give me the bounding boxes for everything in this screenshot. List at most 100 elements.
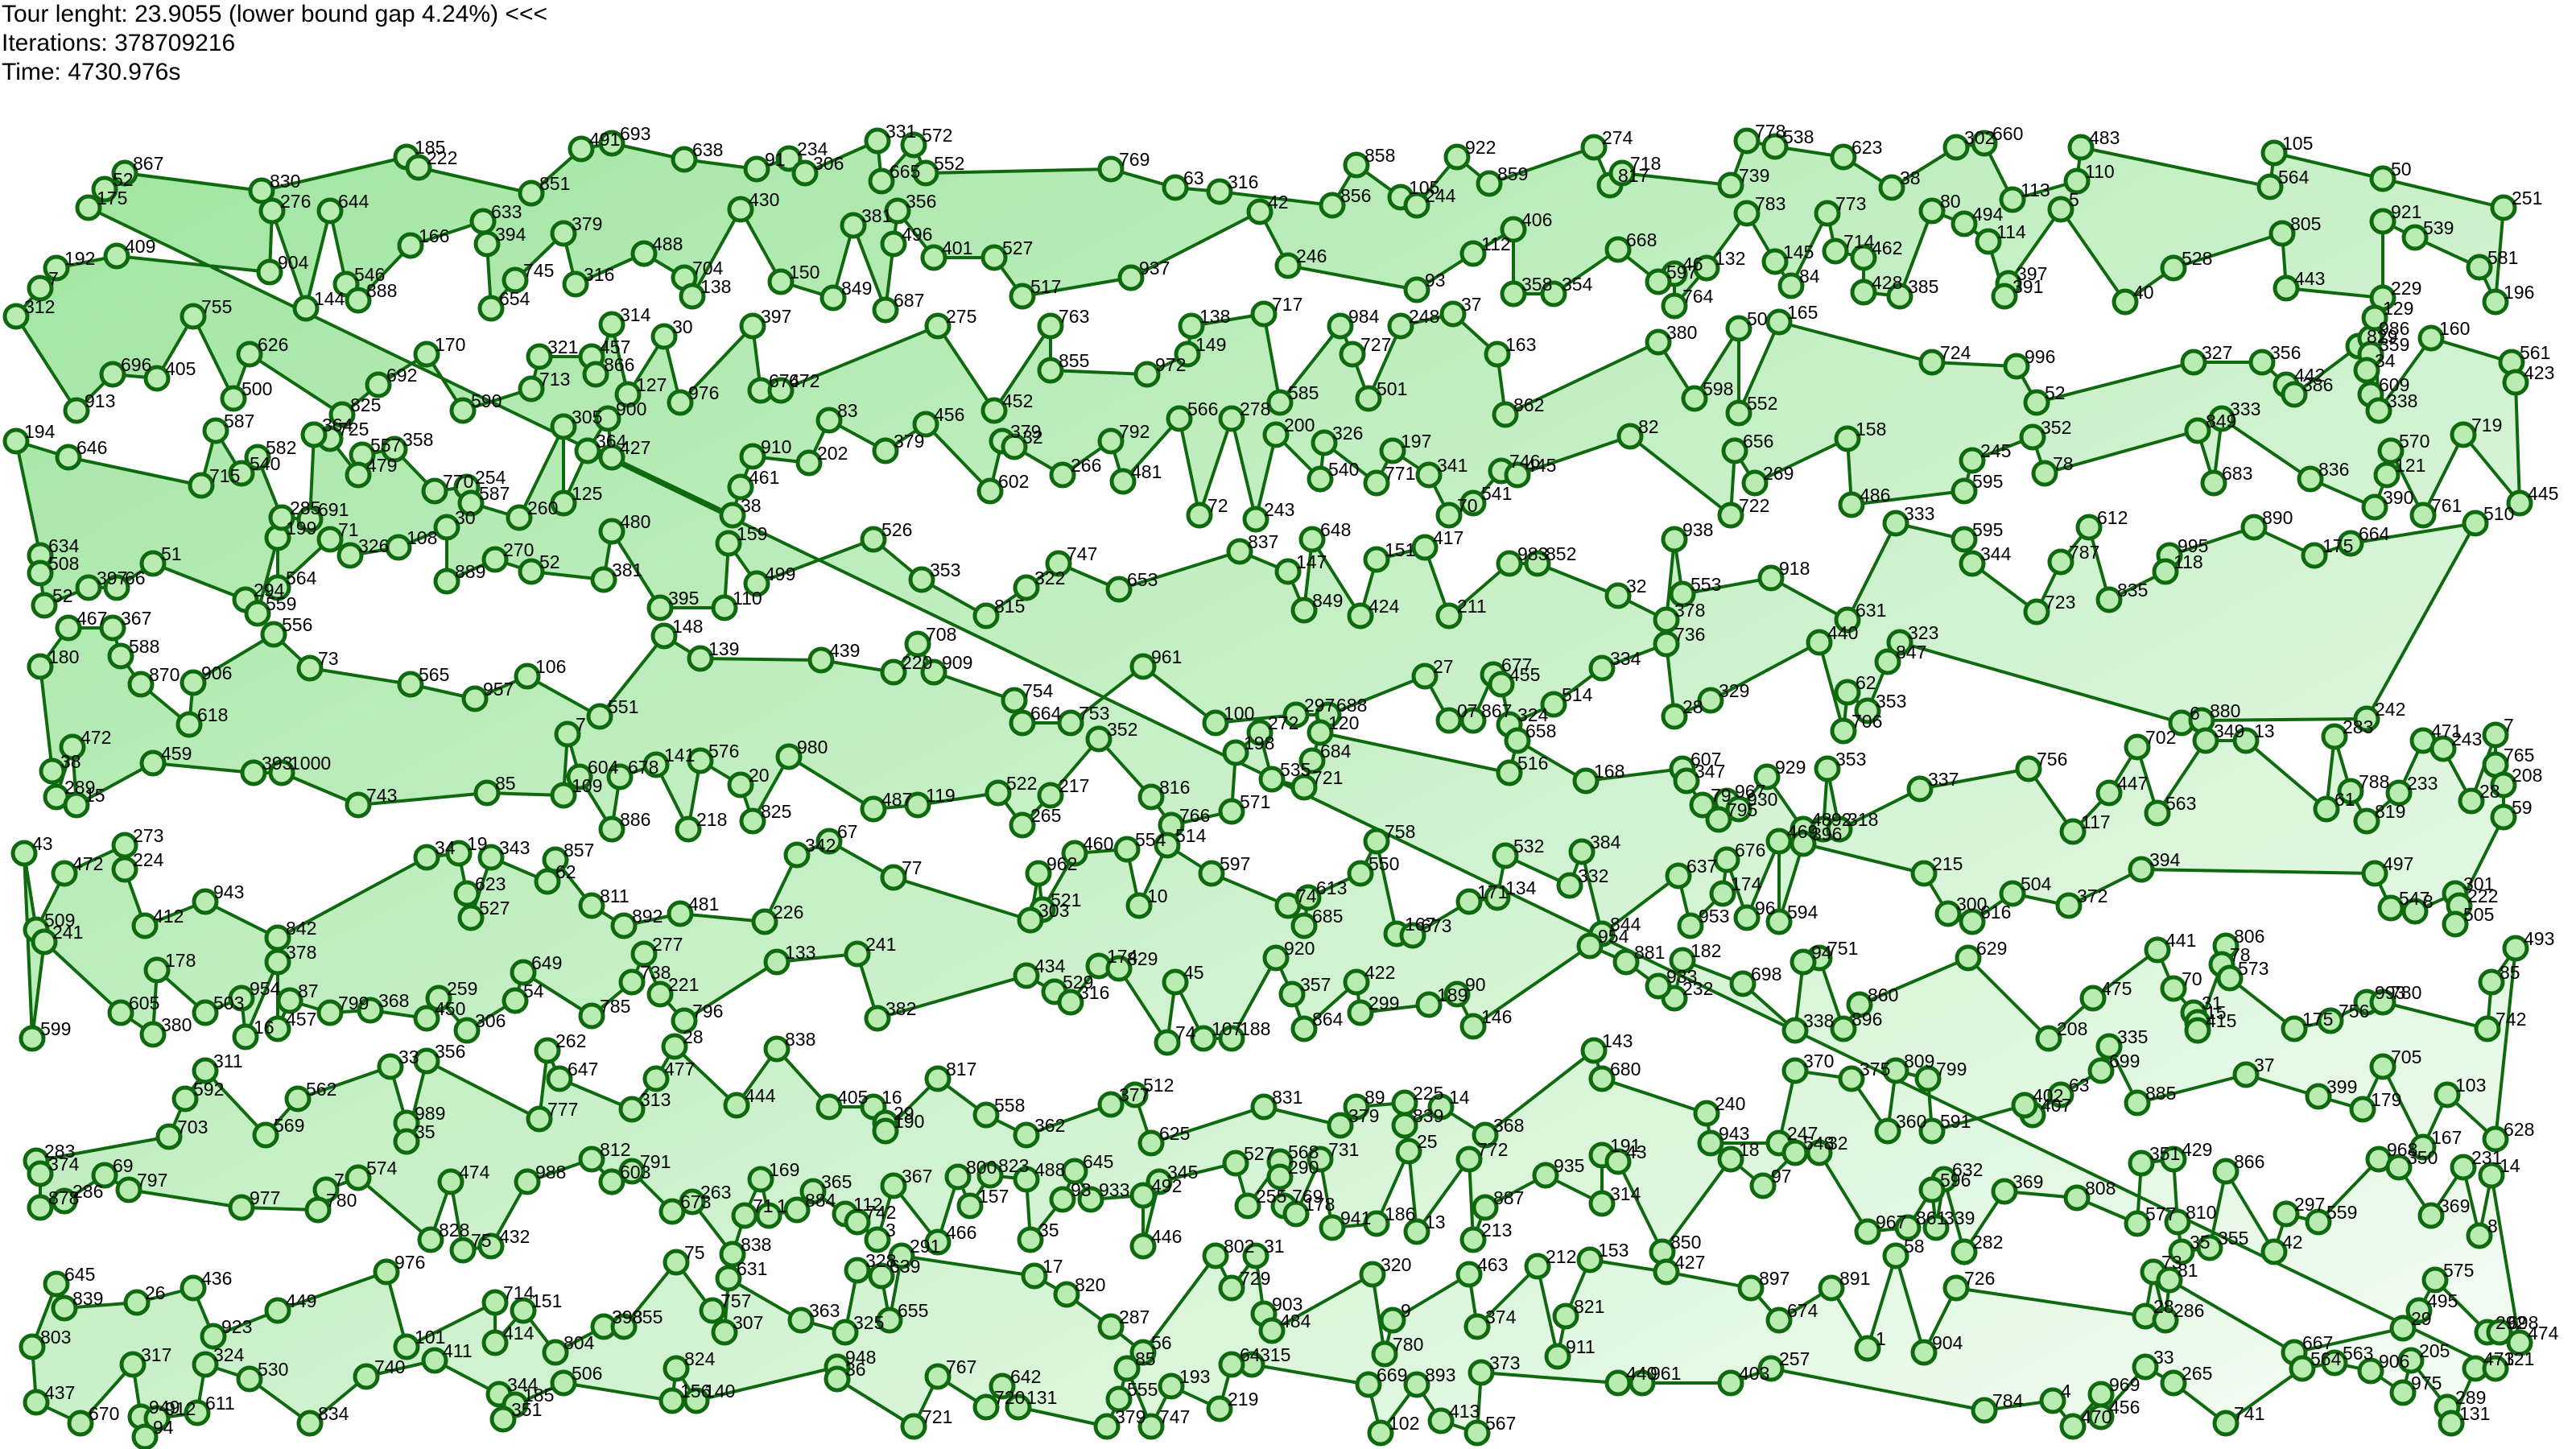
city-label: 121 — [2395, 455, 2425, 476]
city-label: 93 — [1071, 1179, 1092, 1200]
city-node — [1258, 766, 1286, 793]
city-label: 784 — [1992, 1390, 2024, 1411]
city-node — [1403, 276, 1430, 303]
city-node — [1472, 1194, 1499, 1221]
city-label: 564 — [2278, 167, 2310, 188]
city-node — [2421, 1266, 2449, 1294]
city-label: 226 — [773, 902, 803, 923]
city-label: 134 — [1505, 877, 1537, 898]
city-node — [1113, 836, 1141, 863]
city-label: 933 — [1666, 966, 1697, 987]
city-label: 885 — [2145, 1083, 2176, 1104]
city-node — [566, 763, 593, 791]
city-label: 77 — [902, 857, 923, 878]
city-label: 84 — [1799, 266, 1820, 287]
city-node — [2160, 254, 2187, 282]
city-node — [1013, 574, 1040, 601]
city-node — [1484, 884, 1511, 911]
city-label: 938 — [1682, 519, 1713, 540]
city-node — [19, 1333, 46, 1360]
city-node — [1910, 860, 1938, 887]
city-label: 692 — [386, 365, 417, 386]
city-node — [2095, 1033, 2123, 1060]
city-label: 677 — [1501, 654, 1532, 675]
city-label: 647 — [568, 1059, 598, 1080]
city-node — [1017, 906, 1044, 934]
city-node — [739, 312, 766, 340]
city-node — [1435, 707, 1463, 734]
city-node — [2152, 1307, 2179, 1334]
city-label: 504 — [2021, 873, 2052, 894]
city-label: 31 — [2202, 993, 2223, 1013]
city-label: 131 — [2459, 1403, 2490, 1424]
city-label: 922 — [1465, 137, 1496, 158]
city-node — [264, 1015, 291, 1042]
city-label: 535 — [1280, 759, 1311, 780]
city-node — [1874, 648, 1901, 675]
city-label: 362 — [1034, 1115, 1065, 1136]
city-label: 937 — [1139, 258, 1170, 279]
city-node — [1037, 312, 1064, 340]
stats-panel: Tour lenght: 23.9055 (lower bound gap 4.… — [2, 0, 547, 87]
city-label: 696 — [121, 354, 151, 375]
city-label: 698 — [1751, 964, 1781, 985]
city-node — [228, 985, 255, 1012]
city-label: 243 — [2451, 729, 2482, 749]
city-node — [578, 1002, 605, 1030]
city-label: 13 — [1425, 1212, 1446, 1232]
city-label: 571 — [1240, 791, 1270, 812]
city-node — [1097, 1313, 1125, 1340]
city-node — [220, 385, 247, 412]
city-label: 326 — [358, 535, 389, 556]
city-node — [1999, 186, 2026, 213]
city-label: 445 — [2528, 483, 2558, 504]
city-label: 702 — [2145, 727, 2176, 748]
city-node — [699, 1297, 726, 1324]
city-node — [1274, 252, 1302, 279]
city-node — [1693, 1100, 1720, 1127]
city-node — [2268, 220, 2296, 247]
city-label: 825 — [761, 801, 791, 822]
city-node — [2212, 1158, 2240, 1185]
city-node — [184, 1399, 211, 1426]
city-label: 989 — [415, 1103, 445, 1124]
city-node — [2059, 1413, 2087, 1440]
city-label: 38 — [1900, 167, 1921, 188]
city-label: 913 — [85, 390, 115, 411]
city-label: 93 — [1425, 270, 1446, 291]
city-node — [300, 421, 328, 448]
city-label: 870 — [149, 664, 180, 685]
city-label: 829 — [2367, 326, 2397, 347]
city-node — [256, 258, 283, 286]
city-node — [2482, 1125, 2509, 1153]
city-label: 559 — [2326, 1202, 2357, 1223]
city-label: 680 — [1610, 1059, 1641, 1080]
city-node — [510, 1297, 537, 1324]
city-label: 167 — [1405, 914, 1435, 935]
city-label: 678 — [628, 757, 658, 778]
city-label: 358 — [1521, 274, 1552, 295]
city-label: 208 — [2057, 1018, 2087, 1039]
city-label: 923 — [221, 1316, 252, 1337]
city-node — [1540, 691, 1567, 718]
city-label: 299 — [1368, 993, 1399, 1013]
city-label: 780 — [326, 1190, 357, 1211]
city-node — [1761, 133, 1789, 160]
city-node — [2301, 542, 2328, 569]
city-label: 595 — [1972, 519, 2003, 540]
city-label: 479 — [366, 455, 397, 476]
city-label: 674 — [769, 370, 800, 391]
city-node — [1186, 502, 1213, 529]
city-label: 382 — [886, 998, 916, 1019]
city-label: 488 — [652, 233, 683, 254]
city-label: 736 — [1674, 624, 1705, 645]
city-node — [1121, 1081, 1149, 1108]
city-label: 839 — [72, 1288, 103, 1309]
city-node — [743, 155, 770, 183]
city-label: 406 — [1521, 209, 1552, 230]
city-node — [630, 240, 658, 267]
city-label: 9 — [1401, 1300, 1411, 1321]
city-label: 63 — [2069, 1075, 2090, 1096]
city-node — [2369, 208, 2396, 235]
city-node — [457, 489, 485, 517]
